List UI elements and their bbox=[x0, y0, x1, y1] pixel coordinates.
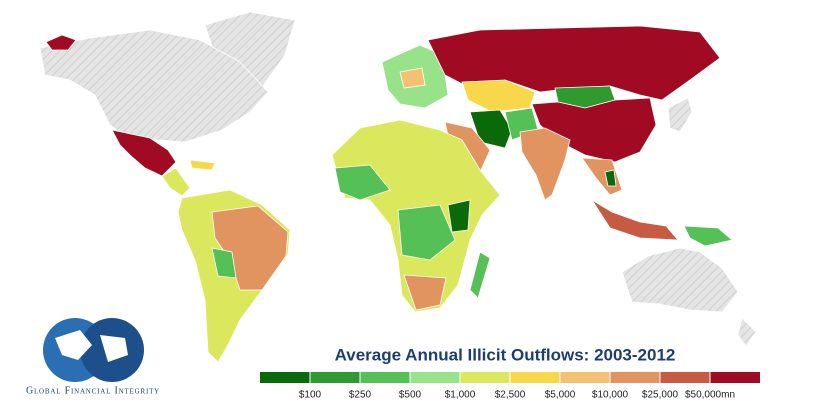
legend-label: $2,500 bbox=[495, 390, 526, 401]
legend-swatch bbox=[660, 372, 710, 383]
legend-swatch bbox=[460, 372, 510, 383]
bolivia bbox=[211, 247, 237, 279]
legend-swatch bbox=[610, 372, 660, 383]
iceland bbox=[45, 34, 77, 51]
central-africa bbox=[397, 204, 456, 261]
legend-swatch bbox=[260, 372, 310, 383]
west-africa bbox=[334, 164, 391, 201]
legend-title: Average Annual Illicit Outflows: 2003-20… bbox=[335, 345, 676, 364]
legend-swatch bbox=[560, 372, 610, 383]
legend-label: $250 bbox=[349, 390, 372, 401]
legend-label: $500 bbox=[399, 390, 422, 401]
caribbean bbox=[189, 159, 216, 171]
india bbox=[519, 127, 571, 201]
logo-continents bbox=[55, 330, 128, 362]
vietnam bbox=[604, 169, 617, 187]
countries bbox=[39, 11, 757, 363]
central-america bbox=[161, 167, 191, 197]
brazil bbox=[211, 205, 289, 291]
legend-swatch bbox=[710, 372, 760, 383]
legend-label: $10,000 bbox=[592, 390, 629, 401]
madagascar bbox=[469, 251, 491, 299]
legend-label: $25,000 bbox=[642, 390, 679, 401]
legend-label: $100 bbox=[299, 390, 322, 401]
southern-africa bbox=[403, 274, 447, 311]
japan bbox=[667, 97, 693, 133]
indonesia bbox=[591, 199, 679, 241]
logo: Global Financial Integrity bbox=[26, 318, 160, 396]
southeast-asia bbox=[581, 157, 623, 196]
legend-swatch bbox=[510, 372, 560, 383]
north-america bbox=[39, 29, 269, 143]
australia bbox=[621, 247, 739, 313]
legend-swatch bbox=[310, 372, 360, 383]
legend-swatch bbox=[410, 372, 460, 383]
legend-label: $50,000mn bbox=[685, 390, 735, 401]
logo-text: Global Financial Integrity bbox=[26, 385, 160, 396]
papua bbox=[683, 225, 733, 247]
legend: $100 $250 $500 $1,000 $2,500 $5,000 $10,000 $25… bbox=[260, 372, 760, 401]
new-zealand bbox=[737, 317, 757, 347]
legend-swatch bbox=[360, 372, 410, 383]
legend-label: $1,000 bbox=[445, 390, 476, 401]
east-africa bbox=[447, 199, 471, 233]
ukraine bbox=[399, 67, 426, 89]
legend-label: $5,000 bbox=[545, 390, 576, 401]
